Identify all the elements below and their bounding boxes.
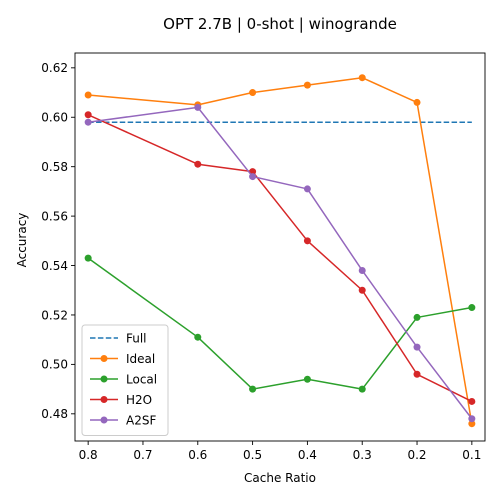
data-point-a2sf-6 bbox=[468, 415, 476, 423]
data-point-ideal-2 bbox=[249, 89, 257, 97]
data-point-local-3 bbox=[303, 375, 311, 383]
data-point-a2sf-3 bbox=[303, 185, 311, 193]
data-point-local-6 bbox=[468, 304, 476, 312]
data-point-a2sf-2 bbox=[249, 173, 257, 181]
y-tick-label: 0.62 bbox=[41, 61, 68, 75]
x-tick-label: 0.7 bbox=[133, 448, 152, 462]
data-point-ideal-0 bbox=[84, 91, 92, 99]
y-tick-label: 0.56 bbox=[41, 209, 68, 223]
legend-label-ideal: Ideal bbox=[126, 352, 155, 366]
data-point-local-5 bbox=[413, 313, 421, 321]
y-axis-label: Accuracy bbox=[15, 213, 29, 268]
x-tick-label: 0.1 bbox=[462, 448, 481, 462]
legend-label-h2o: H2O bbox=[126, 393, 152, 407]
data-point-h2o-0 bbox=[84, 111, 92, 119]
data-point-local-1 bbox=[194, 333, 202, 341]
legend-box bbox=[81, 324, 169, 436]
data-point-local-2 bbox=[249, 385, 257, 393]
legend-marker-local bbox=[100, 375, 108, 383]
legend-label-a2sf: A2SF bbox=[126, 413, 156, 427]
x-tick-label: 0.3 bbox=[353, 448, 372, 462]
legend-label-full: Full bbox=[126, 331, 147, 345]
x-tick-label: 0.8 bbox=[79, 448, 98, 462]
data-point-a2sf-4 bbox=[358, 266, 366, 274]
chart-title: OPT 2.7B | 0-shot | winogrande bbox=[163, 15, 397, 33]
x-tick-label: 0.2 bbox=[407, 448, 426, 462]
x-tick-label: 0.4 bbox=[298, 448, 317, 462]
data-point-ideal-5 bbox=[413, 98, 421, 106]
axes: 0.8 0.7 0.6 0.5 0.4 0.3 0.2 0.1 0.48 0.50 0.52 0.54… bbox=[41, 52, 486, 462]
legend-marker-a2sf bbox=[100, 416, 108, 424]
plot-frame bbox=[74, 52, 486, 442]
data-point-a2sf-0 bbox=[84, 118, 92, 126]
legend-marker-ideal bbox=[100, 355, 108, 362]
y-tick-label: 0.60 bbox=[41, 111, 68, 125]
y-tick-label: 0.58 bbox=[41, 160, 68, 174]
x-tick-label: 0.6 bbox=[188, 448, 207, 462]
plot-area bbox=[84, 74, 476, 428]
y-tick-label: 0.50 bbox=[41, 358, 68, 372]
y-tick-label: 0.48 bbox=[41, 407, 68, 421]
x-axis-label: Cache Ratio bbox=[244, 471, 316, 485]
data-point-local-0 bbox=[84, 254, 92, 262]
data-point-h2o-6 bbox=[468, 397, 476, 405]
data-point-h2o-4 bbox=[358, 286, 366, 294]
legend-label-local: Local bbox=[126, 372, 157, 386]
data-point-a2sf-1 bbox=[194, 103, 202, 111]
data-point-h2o-5 bbox=[413, 370, 421, 378]
data-point-local-4 bbox=[358, 385, 366, 393]
y-tick-label: 0.52 bbox=[41, 308, 68, 322]
y-tick-label: 0.54 bbox=[41, 259, 68, 273]
legend-marker-h2o bbox=[100, 396, 108, 403]
legend: Full Ideal Local H2O A2SF bbox=[81, 324, 169, 436]
data-point-h2o-3 bbox=[303, 237, 311, 245]
x-tick-label: 0.5 bbox=[243, 448, 262, 462]
data-point-h2o-1 bbox=[194, 160, 202, 168]
data-point-ideal-3 bbox=[303, 81, 311, 89]
data-point-ideal-4 bbox=[358, 74, 366, 82]
data-point-ideal-6 bbox=[468, 420, 476, 428]
data-point-a2sf-5 bbox=[413, 343, 421, 351]
